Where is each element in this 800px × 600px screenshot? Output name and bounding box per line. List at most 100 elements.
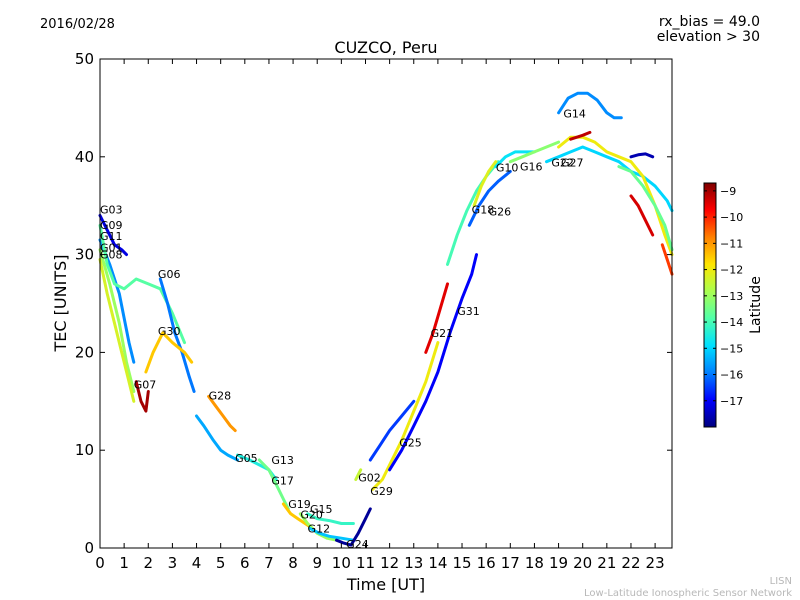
satellite-label-g17: G17 [271,474,294,487]
satellite-label-g15: G15 [310,503,333,516]
series-line-track-34 [660,243,674,276]
series-line-g10 [472,160,498,208]
x-tick-label: 18 [525,554,544,572]
satellite-label-g16: G16 [520,160,543,173]
series-layer [98,91,674,547]
series-line-track-33 [617,165,674,252]
x-tick-label: 1 [119,554,129,572]
series-line-g27 [545,145,674,213]
x-tick-label: 12 [380,554,399,572]
x-tick-label: 22 [621,554,640,572]
series-line-g06 [158,277,196,393]
series-line-g14 [557,91,623,120]
x-tick-label: 6 [240,554,250,572]
x-tick-label: 19 [549,554,568,572]
x-axis: 0 1 2 3 4 5 6 7 8 9 10 11 12 13 14 15 16 17 18 19 20 21 22 23 [95,59,665,572]
footer-network: Low-Latitude Ionospheric Sensor Network [584,588,792,599]
series-line-g07 [134,380,150,413]
satellite-label-g20: G20 [300,509,323,522]
satellite-label-g28: G28 [209,389,232,402]
series-line-g21 [424,282,449,354]
colorbar-tick-label: −11 [720,237,743,250]
y-tick-label: 50 [75,50,94,68]
series-line-track-30 [569,130,592,141]
colorbar-tick-label: −15 [720,342,743,355]
x-tick-label: 13 [404,554,423,572]
colorbar-tick-label: −10 [720,211,743,224]
x-tick-label: 17 [501,554,520,572]
series-line-g22 [508,140,561,164]
series-line-track-29 [557,135,674,257]
x-tick-label: 21 [597,554,616,572]
x-tick-label: 3 [168,554,178,572]
x-tick-label: 14 [428,554,447,572]
y-axis: 0 10 20 30 40 50 [75,50,672,557]
colorbar-tick-label: −9 [720,185,736,198]
satellite-label-g22: G22 [551,157,574,170]
rx-bias-label: rx_bias = 49.0 [658,14,760,30]
series-line-g30 [144,331,194,374]
y-tick-label: 0 [84,539,94,557]
satellite-label-g03: G03 [100,204,123,217]
x-tick-label: 20 [573,554,592,572]
series-line-g29 [371,341,440,491]
footer-lisn: LISN [769,576,792,587]
series-line-g31 [388,253,478,472]
series-line-g26 [467,170,512,227]
chart-title: CUZCO, Peru [334,38,438,57]
satellite-label-g12: G12 [308,522,331,535]
satellite-label-g05: G05 [235,452,258,465]
y-tick-label: 10 [75,441,94,459]
x-tick-label: 7 [264,554,274,572]
series-line-g02 [354,468,363,481]
x-tick-label: 9 [312,554,322,572]
series-line-g05 [195,414,240,462]
series-line-g24 [335,507,372,547]
x-tick-label: 2 [143,554,153,572]
series-line-g03 [98,214,128,257]
y-axis-label: TEC [UNITS] [51,255,70,353]
satellite-label-g09: G09 [100,219,123,232]
x-tick-label: 5 [216,554,226,572]
colorbar-gradient [703,182,717,428]
series-line-g12 [308,526,355,542]
satellite-label-g18: G18 [472,204,495,217]
series-line-g28 [207,394,237,433]
colorbar-tick-label: −16 [720,369,743,382]
colorbar: −9 −10 −11 −12 −13 −14 −15 −16 −17 Latitude [703,182,764,428]
x-axis-label: Time [UT] [346,575,425,594]
x-tick-label: 15 [452,554,471,572]
y-tick-label: 30 [75,246,94,264]
x-tick-label: 8 [288,554,298,572]
date-label: 2016/02/28 [40,17,115,32]
series-line-g25 [368,399,416,462]
satellite-label-g02: G02 [358,471,381,484]
colorbar-tick-label: −13 [720,290,743,303]
satellite-label-g21: G21 [431,327,454,340]
satellite-label-g29: G29 [370,485,393,498]
satellite-label-g13: G13 [271,454,294,467]
colorbar-ticks: −9 −10 −11 −12 −13 −14 −15 −16 −17 [704,185,743,408]
satellite-label-g19: G19 [288,498,311,511]
series-line-g16 [494,150,536,169]
satellite-label-g01: G01 [100,242,123,255]
x-tick-label: 23 [646,554,665,572]
satellite-label-g08: G08 [100,249,123,262]
satellite-label-g27: G27 [561,157,584,170]
satellite-label-g25: G25 [399,436,422,449]
y-tick-label: 20 [75,343,94,361]
satellite-label-g31: G31 [457,305,480,318]
satellite-label-g11: G11 [100,230,123,243]
satellite-label-g06: G06 [158,268,181,281]
series-line-g01 [98,248,136,393]
colorbar-tick-label: −12 [720,264,743,277]
satellite-label-g10: G10 [496,161,519,174]
colorbar-tick-label: −17 [720,395,743,408]
x-tick-label: 4 [192,554,202,572]
series-line-g08 [98,258,136,403]
series-line-track-32 [629,194,655,237]
x-tick-label: 10 [332,554,351,572]
satellite-label-g24: G24 [346,538,369,551]
